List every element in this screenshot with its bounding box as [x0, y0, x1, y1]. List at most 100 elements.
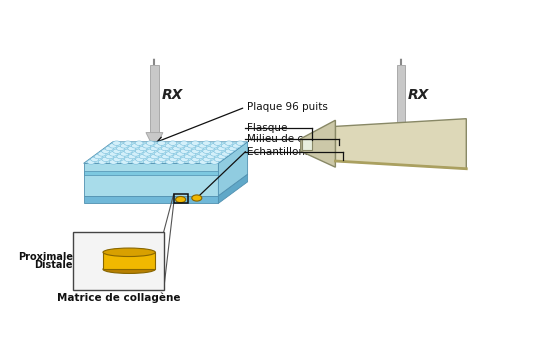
Ellipse shape [147, 157, 155, 162]
Ellipse shape [195, 154, 203, 159]
Ellipse shape [191, 141, 199, 145]
Ellipse shape [150, 146, 158, 151]
Ellipse shape [103, 248, 155, 256]
Ellipse shape [166, 160, 174, 164]
Ellipse shape [154, 152, 162, 156]
Polygon shape [84, 163, 218, 196]
Ellipse shape [191, 149, 200, 153]
Text: Distale: Distale [34, 261, 73, 270]
Ellipse shape [188, 144, 196, 148]
Ellipse shape [120, 144, 128, 148]
Ellipse shape [154, 160, 162, 164]
Ellipse shape [165, 144, 173, 148]
Text: RX: RX [162, 88, 183, 102]
Ellipse shape [229, 146, 237, 151]
Ellipse shape [210, 144, 218, 148]
Ellipse shape [113, 149, 121, 153]
Ellipse shape [109, 152, 117, 156]
Ellipse shape [222, 152, 230, 156]
Ellipse shape [147, 149, 155, 153]
Ellipse shape [136, 157, 144, 162]
Ellipse shape [158, 141, 166, 145]
Ellipse shape [221, 144, 229, 148]
Ellipse shape [177, 152, 185, 156]
Polygon shape [84, 142, 248, 163]
Ellipse shape [131, 144, 139, 148]
Ellipse shape [214, 149, 222, 153]
Ellipse shape [124, 149, 132, 153]
Ellipse shape [218, 146, 226, 151]
Ellipse shape [102, 149, 110, 153]
Polygon shape [218, 174, 248, 203]
Ellipse shape [184, 154, 192, 159]
Ellipse shape [199, 144, 207, 148]
Ellipse shape [206, 146, 214, 151]
Ellipse shape [203, 149, 211, 153]
Polygon shape [397, 65, 405, 133]
Ellipse shape [106, 154, 114, 159]
Ellipse shape [176, 196, 185, 203]
Ellipse shape [135, 149, 143, 153]
Ellipse shape [132, 160, 140, 164]
Ellipse shape [128, 154, 136, 159]
Ellipse shape [120, 152, 129, 156]
Ellipse shape [150, 154, 159, 159]
Text: Proximale: Proximale [18, 252, 73, 262]
Ellipse shape [162, 154, 170, 159]
Ellipse shape [102, 157, 110, 162]
Text: Matrice de collagène: Matrice de collagène [56, 293, 180, 303]
Ellipse shape [211, 160, 219, 164]
Ellipse shape [158, 149, 166, 153]
Ellipse shape [188, 160, 196, 164]
Polygon shape [150, 65, 159, 133]
Ellipse shape [117, 146, 125, 151]
Ellipse shape [191, 157, 200, 162]
Ellipse shape [232, 144, 241, 148]
Ellipse shape [218, 154, 226, 159]
Ellipse shape [214, 141, 222, 145]
Ellipse shape [188, 152, 196, 156]
Ellipse shape [124, 157, 132, 162]
Polygon shape [392, 133, 409, 149]
Ellipse shape [181, 157, 189, 162]
Text: RX: RX [408, 88, 429, 102]
Ellipse shape [128, 146, 136, 151]
Text: Milieu de culture: Milieu de culture [247, 134, 334, 145]
Polygon shape [84, 171, 218, 175]
Ellipse shape [236, 141, 244, 145]
Ellipse shape [169, 149, 177, 153]
Ellipse shape [154, 144, 162, 148]
Ellipse shape [173, 154, 181, 159]
Ellipse shape [207, 154, 214, 159]
Ellipse shape [103, 265, 155, 273]
Ellipse shape [158, 157, 166, 162]
Ellipse shape [94, 154, 102, 159]
Ellipse shape [146, 141, 154, 145]
Ellipse shape [203, 157, 211, 162]
Ellipse shape [199, 152, 207, 156]
Ellipse shape [105, 146, 113, 151]
Bar [103, 252, 155, 269]
Text: Echantillons: Echantillons [247, 147, 310, 157]
Text: Flasque: Flasque [247, 123, 287, 133]
Ellipse shape [195, 146, 203, 151]
Ellipse shape [139, 154, 147, 159]
Ellipse shape [180, 141, 188, 145]
Ellipse shape [109, 144, 117, 148]
Bar [302, 139, 312, 150]
Ellipse shape [143, 152, 151, 156]
Ellipse shape [132, 152, 139, 156]
Ellipse shape [181, 149, 188, 153]
Ellipse shape [225, 141, 233, 145]
Polygon shape [84, 196, 218, 203]
Ellipse shape [176, 144, 184, 148]
Ellipse shape [124, 141, 132, 145]
Ellipse shape [109, 160, 118, 164]
Ellipse shape [225, 149, 233, 153]
Bar [73, 232, 164, 290]
Ellipse shape [87, 160, 95, 164]
Ellipse shape [161, 146, 170, 151]
Ellipse shape [91, 157, 99, 162]
Ellipse shape [177, 160, 185, 164]
Ellipse shape [199, 160, 207, 164]
